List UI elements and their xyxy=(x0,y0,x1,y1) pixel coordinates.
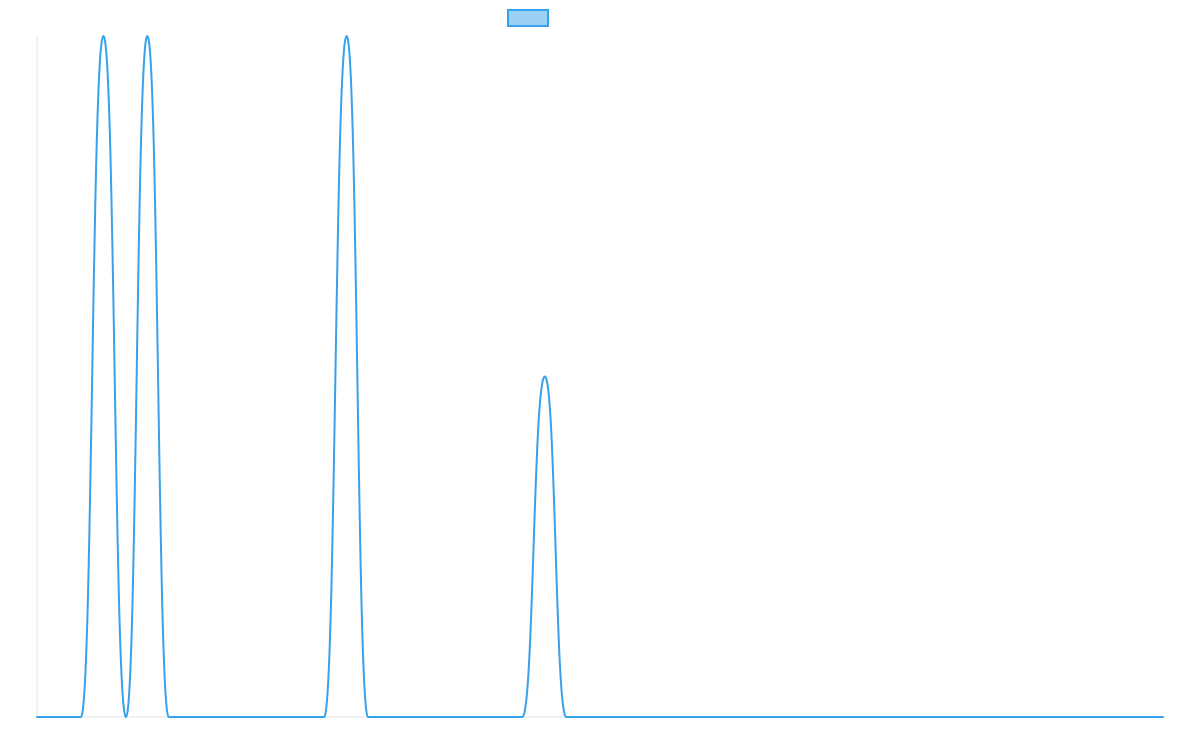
series-layer xyxy=(36,35,1164,718)
legend-swatch[interactable] xyxy=(507,9,549,27)
series-0-line[interactable] xyxy=(36,35,1164,718)
axes xyxy=(36,36,1163,718)
legend[interactable] xyxy=(507,9,549,27)
